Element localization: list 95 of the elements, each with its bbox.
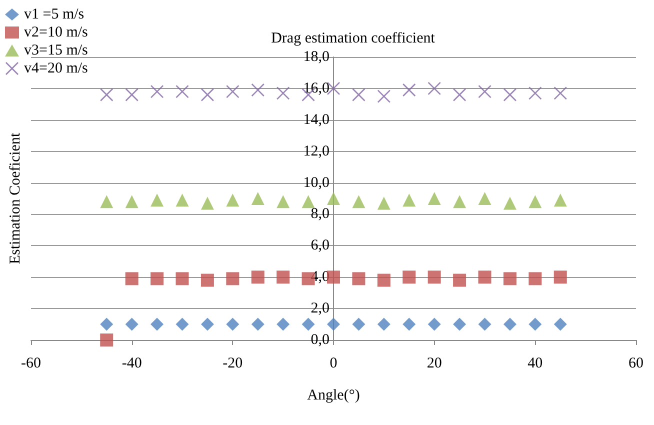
point [327, 318, 340, 331]
y-tick-label: 8,0 [310, 206, 330, 222]
point [150, 272, 164, 286]
point [503, 88, 517, 102]
point [377, 90, 391, 103]
point [125, 318, 138, 331]
point [100, 195, 114, 208]
point [428, 318, 441, 331]
point [554, 270, 567, 284]
point [276, 270, 290, 284]
point [200, 196, 214, 210]
point [503, 272, 516, 286]
point [176, 318, 189, 331]
point [327, 192, 340, 205]
point [428, 270, 441, 284]
point [150, 84, 164, 98]
point [302, 195, 315, 208]
point [226, 318, 240, 331]
point [176, 272, 189, 286]
legend-label: v1 =5 m/s [24, 6, 84, 22]
point [503, 196, 516, 210]
point [176, 84, 189, 98]
y-axis-title: Estimation Coeficient [8, 132, 24, 264]
point [150, 318, 164, 331]
point [528, 318, 542, 331]
point [402, 318, 416, 331]
point [428, 192, 441, 205]
x-tick-label: 40 [528, 356, 543, 372]
point [377, 274, 390, 287]
point [100, 334, 114, 346]
point [554, 86, 568, 100]
point [478, 192, 492, 205]
point [125, 195, 138, 208]
chart-title: Drag estimation coefficient [271, 30, 436, 46]
point [528, 272, 542, 286]
legend-label: v4=20 m/s [24, 60, 88, 76]
point [402, 83, 416, 97]
y-tick-label: 2,0 [310, 300, 330, 317]
point [453, 318, 466, 331]
point [251, 270, 264, 284]
point [251, 83, 265, 97]
point [352, 272, 366, 286]
point [226, 84, 240, 98]
point [554, 318, 567, 331]
y-tick-label: 6,0 [310, 238, 330, 254]
point [302, 318, 315, 331]
point [251, 318, 264, 331]
point [276, 195, 290, 208]
point [352, 318, 366, 331]
point [402, 194, 416, 207]
point [554, 194, 567, 207]
point [478, 270, 492, 284]
y-tick-label: 14,0 [303, 112, 330, 128]
y-tick-label: 0,0 [310, 332, 330, 348]
point [528, 195, 542, 208]
y-tick-label: 18,0 [303, 49, 330, 65]
x-tick-label: -40 [122, 356, 142, 372]
x-tick-label: 20 [426, 356, 442, 372]
point [200, 88, 214, 102]
point [452, 88, 466, 102]
point [528, 86, 542, 100]
point [503, 318, 516, 331]
point [100, 318, 114, 331]
point [226, 272, 240, 286]
point [478, 84, 492, 98]
point [251, 192, 264, 205]
x-axis-title: Angle(°) [307, 388, 360, 404]
point [352, 88, 366, 102]
point [226, 194, 240, 207]
x-tick-label: -20 [222, 356, 243, 372]
legend-label: v2=10 m/s [24, 24, 88, 40]
point [176, 194, 189, 207]
x-tick-label: 60 [628, 356, 644, 372]
point [200, 318, 214, 331]
x-tick-label: 0 [330, 356, 338, 372]
legend-label: v3=15 m/s [24, 42, 88, 58]
point [276, 318, 290, 331]
point [478, 318, 492, 331]
point [428, 82, 441, 96]
point [150, 194, 164, 207]
point [125, 88, 138, 102]
point [100, 88, 114, 102]
point [200, 274, 214, 287]
point [377, 196, 390, 210]
point [402, 270, 416, 284]
point [453, 274, 466, 287]
y-tick-label: 16,0 [303, 80, 330, 96]
point [453, 195, 466, 208]
point [352, 195, 366, 208]
point [125, 272, 138, 286]
x-tick-label: -60 [21, 356, 41, 372]
point [377, 318, 390, 331]
y-tick-label: 10,0 [303, 174, 330, 191]
point [276, 86, 290, 100]
y-tick-label: 12,0 [303, 143, 330, 160]
